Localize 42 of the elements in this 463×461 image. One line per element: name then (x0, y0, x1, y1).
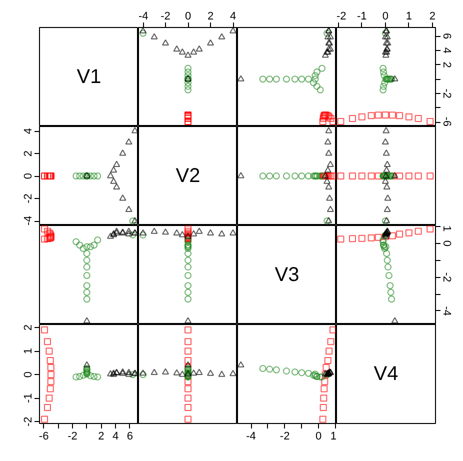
y-tick-label: -6 (440, 116, 452, 126)
y-tick-label: -4 (22, 216, 34, 226)
x-tick-label: -4 (138, 10, 148, 22)
x-tick-label: 1 (330, 430, 337, 442)
y-tick-label: -4 (440, 306, 452, 316)
y-tick-label: -2 (22, 416, 34, 427)
x-tick-label: -2 (280, 430, 290, 442)
text: V2 (176, 165, 200, 187)
x-tick-label: 0 (184, 10, 192, 22)
text: V3 (274, 264, 300, 286)
x-tick-label: -2 (68, 430, 78, 442)
y-tick-label: 2 (22, 324, 34, 331)
text: V4 (374, 363, 398, 385)
y-tick-label: 6 (440, 33, 452, 40)
y-tick-label: -2 (440, 88, 452, 98)
y-tick-label: -2 (440, 272, 452, 282)
x-tick-label: 2 (207, 10, 214, 22)
x-tick-label: -4 (246, 430, 256, 442)
x-tick-label: -6 (38, 430, 49, 442)
x-tick-label: -1 (357, 10, 367, 22)
y-tick-label: -1 (22, 393, 34, 403)
y-tick-label: 1 (22, 348, 34, 354)
x-tick-label: 4 (230, 10, 236, 22)
x-tick-label: 2 (98, 430, 104, 442)
text: V1 (76, 66, 102, 88)
x-tick-label: 0 (316, 430, 322, 442)
y-tick-label: 1 (440, 226, 452, 232)
x-tick-label: 2 (429, 10, 436, 22)
y-tick-label: -2 (22, 194, 34, 204)
x-tick-label: -2 (336, 10, 346, 22)
y-tick-label: 4 (22, 128, 34, 134)
y-tick-label: 4 (440, 47, 452, 54)
x-tick-label: 0 (382, 10, 388, 22)
x-tick-label: 1 (406, 10, 412, 22)
y-tick-label: 0 (440, 240, 452, 246)
y-tick-label: 0 (22, 172, 34, 180)
x-tick-label: 6 (126, 430, 133, 442)
y-tick-label: 2 (22, 150, 34, 157)
y-tick-label: 2 (440, 62, 452, 68)
x-tick-label: 4 (112, 430, 119, 442)
x-tick-label: -2 (160, 10, 170, 22)
y-tick-label: 0 (22, 372, 34, 378)
